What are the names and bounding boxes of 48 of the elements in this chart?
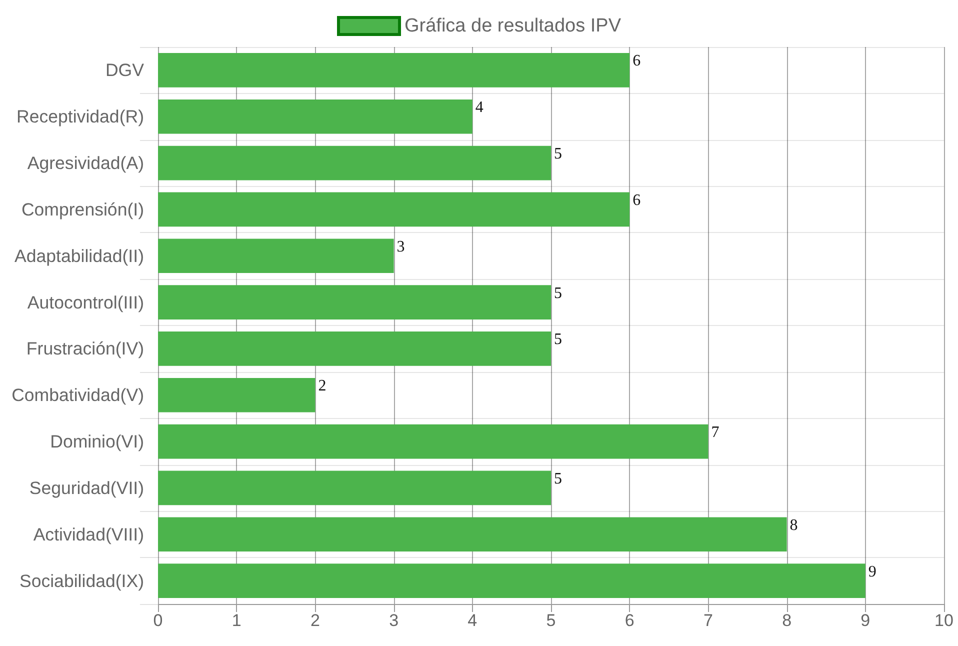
y-tick-label: Comprensión(I) — [21, 199, 144, 220]
data-label: 3 — [396, 238, 405, 256]
bar — [158, 238, 394, 274]
x-tick-label: 9 — [860, 611, 870, 630]
x-tick-label: 5 — [546, 611, 556, 630]
bar — [158, 470, 551, 506]
data-label: 9 — [868, 563, 876, 580]
x-tick-label: 4 — [468, 611, 478, 630]
x-tick-label: 2 — [310, 611, 320, 630]
x-tick-label: 10 — [934, 611, 954, 630]
bar — [158, 192, 630, 227]
y-tick-label: DGV — [105, 60, 144, 80]
data-label: 6 — [632, 192, 641, 209]
y-tick-label: Autocontrol(III) — [27, 292, 144, 312]
bar — [158, 99, 472, 134]
y-tick-label: Combatividad(V) — [12, 385, 144, 406]
bar — [158, 378, 316, 412]
y-tick-label: Adaptabilidad(II) — [14, 246, 144, 266]
bar — [158, 564, 866, 598]
x-tick-label: 7 — [703, 611, 713, 630]
bar — [158, 332, 551, 366]
y-tick-label: Seguridad(VII) — [29, 478, 144, 498]
y-tick-label: Dominio(VI) — [50, 432, 144, 452]
x-tick-label: 8 — [782, 611, 792, 630]
x-tick-label: 1 — [232, 611, 242, 630]
legend-label: Gráfica de resultados IPV — [404, 16, 622, 36]
y-tick-label: Receptividad(R) — [16, 106, 144, 127]
data-label: 6 — [632, 52, 641, 70]
data-label: 7 — [711, 424, 720, 442]
x-tick-label: 6 — [624, 611, 634, 630]
data-label: 5 — [554, 331, 562, 348]
x-tick-label: 0 — [153, 611, 163, 630]
bar — [158, 285, 551, 320]
bar — [158, 517, 787, 552]
y-tick-label: Agresividad(A) — [27, 153, 144, 174]
y-tick-label: Frustración(IV) — [26, 338, 144, 359]
y-tick-label: Sociabilidad(IX) — [19, 570, 144, 591]
y-tick-label: Actividad(VIII) — [33, 524, 144, 544]
data-label: 5 — [554, 146, 562, 163]
bar — [158, 146, 551, 180]
bar — [158, 53, 630, 88]
data-label: 5 — [554, 470, 562, 488]
x-tick-label: 3 — [389, 611, 399, 630]
data-label: 8 — [790, 516, 798, 534]
bar — [158, 424, 708, 459]
data-label: 4 — [475, 99, 484, 116]
data-label: 2 — [318, 378, 326, 395]
data-label: 5 — [554, 284, 562, 302]
